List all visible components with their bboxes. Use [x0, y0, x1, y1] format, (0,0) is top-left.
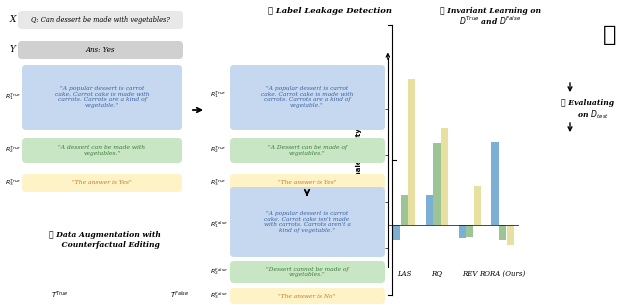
- Text: $R_1^{False}$: $R_1^{False}$: [210, 220, 228, 230]
- Text: $R_2^{True}$: $R_2^{True}$: [210, 145, 227, 156]
- FancyBboxPatch shape: [22, 174, 182, 192]
- Text: $R_2^{True}$: $R_2^{True}$: [5, 145, 22, 156]
- Text: "The answer is Yes": "The answer is Yes": [72, 181, 132, 185]
- Bar: [441, 127, 448, 225]
- Bar: [492, 142, 499, 225]
- Bar: [499, 225, 506, 240]
- Text: "A Dessert can be made of
vegetables.": "A Dessert can be made of vegetables.": [268, 145, 346, 156]
- Bar: [401, 195, 408, 225]
- Text: $T^{True}$: $T^{True}$: [51, 290, 69, 301]
- FancyBboxPatch shape: [18, 41, 183, 59]
- FancyBboxPatch shape: [18, 11, 183, 29]
- Bar: [459, 225, 466, 238]
- Text: ③ Invariant Learning on: ③ Invariant Learning on: [440, 7, 541, 15]
- Text: "A popular dessert is carrot
cake, Carrot cake is made with
carrots. Carrots are: "A popular dessert is carrot cake, Carro…: [55, 86, 149, 108]
- Text: $R_3^{True}$: $R_3^{True}$: [210, 178, 227, 188]
- Bar: [466, 225, 474, 237]
- FancyBboxPatch shape: [230, 138, 385, 163]
- Text: $R_2^{False}$: $R_2^{False}$: [210, 267, 228, 278]
- Text: "A dessert can be made with
vegetables.": "A dessert can be made with vegetables.": [58, 145, 145, 156]
- Text: $T^{False}$: $T^{False}$: [170, 290, 189, 301]
- Bar: [474, 186, 481, 225]
- Text: "The answer is Yes": "The answer is Yes": [278, 181, 336, 185]
- Text: $R_3^{False}$: $R_3^{False}$: [210, 291, 228, 301]
- Text: X: X: [10, 16, 17, 24]
- FancyBboxPatch shape: [22, 138, 182, 163]
- Bar: [393, 225, 400, 240]
- Text: "A popular dessert is carrot
cake. Carrot cake is made with
carrots. Carrots are: "A popular dessert is carrot cake. Carro…: [261, 86, 353, 108]
- Bar: [433, 143, 441, 225]
- Text: 🤖: 🤖: [604, 25, 617, 45]
- FancyBboxPatch shape: [230, 65, 385, 130]
- Text: Q: Can dessert be made with vegetables?: Q: Can dessert be made with vegetables?: [31, 16, 170, 24]
- FancyBboxPatch shape: [230, 288, 385, 304]
- Text: "Dessert cannot be made of
vegetables.": "Dessert cannot be made of vegetables.": [266, 267, 348, 278]
- Text: ② Data Augmentation with
    Counterfactual Editing: ② Data Augmentation with Counterfactual …: [49, 231, 161, 249]
- Text: Y: Y: [10, 45, 16, 53]
- Text: ① Label Leakage Detection: ① Label Leakage Detection: [268, 7, 392, 15]
- FancyBboxPatch shape: [230, 187, 385, 257]
- Text: ④ Evaluating
    on $D_{test}$: ④ Evaluating on $D_{test}$: [561, 99, 614, 121]
- Bar: [408, 79, 415, 225]
- Text: $D^{True}$ and $D^{False}$: $D^{True}$ and $D^{False}$: [459, 15, 521, 27]
- Bar: [426, 195, 433, 225]
- Bar: [507, 225, 514, 245]
- FancyBboxPatch shape: [22, 65, 182, 130]
- Text: $R_1^{True}$: $R_1^{True}$: [5, 92, 22, 102]
- FancyBboxPatch shape: [230, 261, 385, 283]
- Text: $R_1^{True}$: $R_1^{True}$: [210, 90, 227, 100]
- Text: $R_3^{True}$: $R_3^{True}$: [5, 178, 22, 188]
- FancyBboxPatch shape: [230, 174, 385, 192]
- Y-axis label: Rationale Quality: Rationale Quality: [356, 128, 362, 197]
- Text: Ans: Yes: Ans: Yes: [85, 46, 115, 54]
- Text: "A popular dessert is carrot
cake. Carrot cake isn't made
with carrots. Carrots : "A popular dessert is carrot cake. Carro…: [264, 211, 351, 233]
- Text: "The answer is No": "The answer is No": [278, 293, 335, 299]
